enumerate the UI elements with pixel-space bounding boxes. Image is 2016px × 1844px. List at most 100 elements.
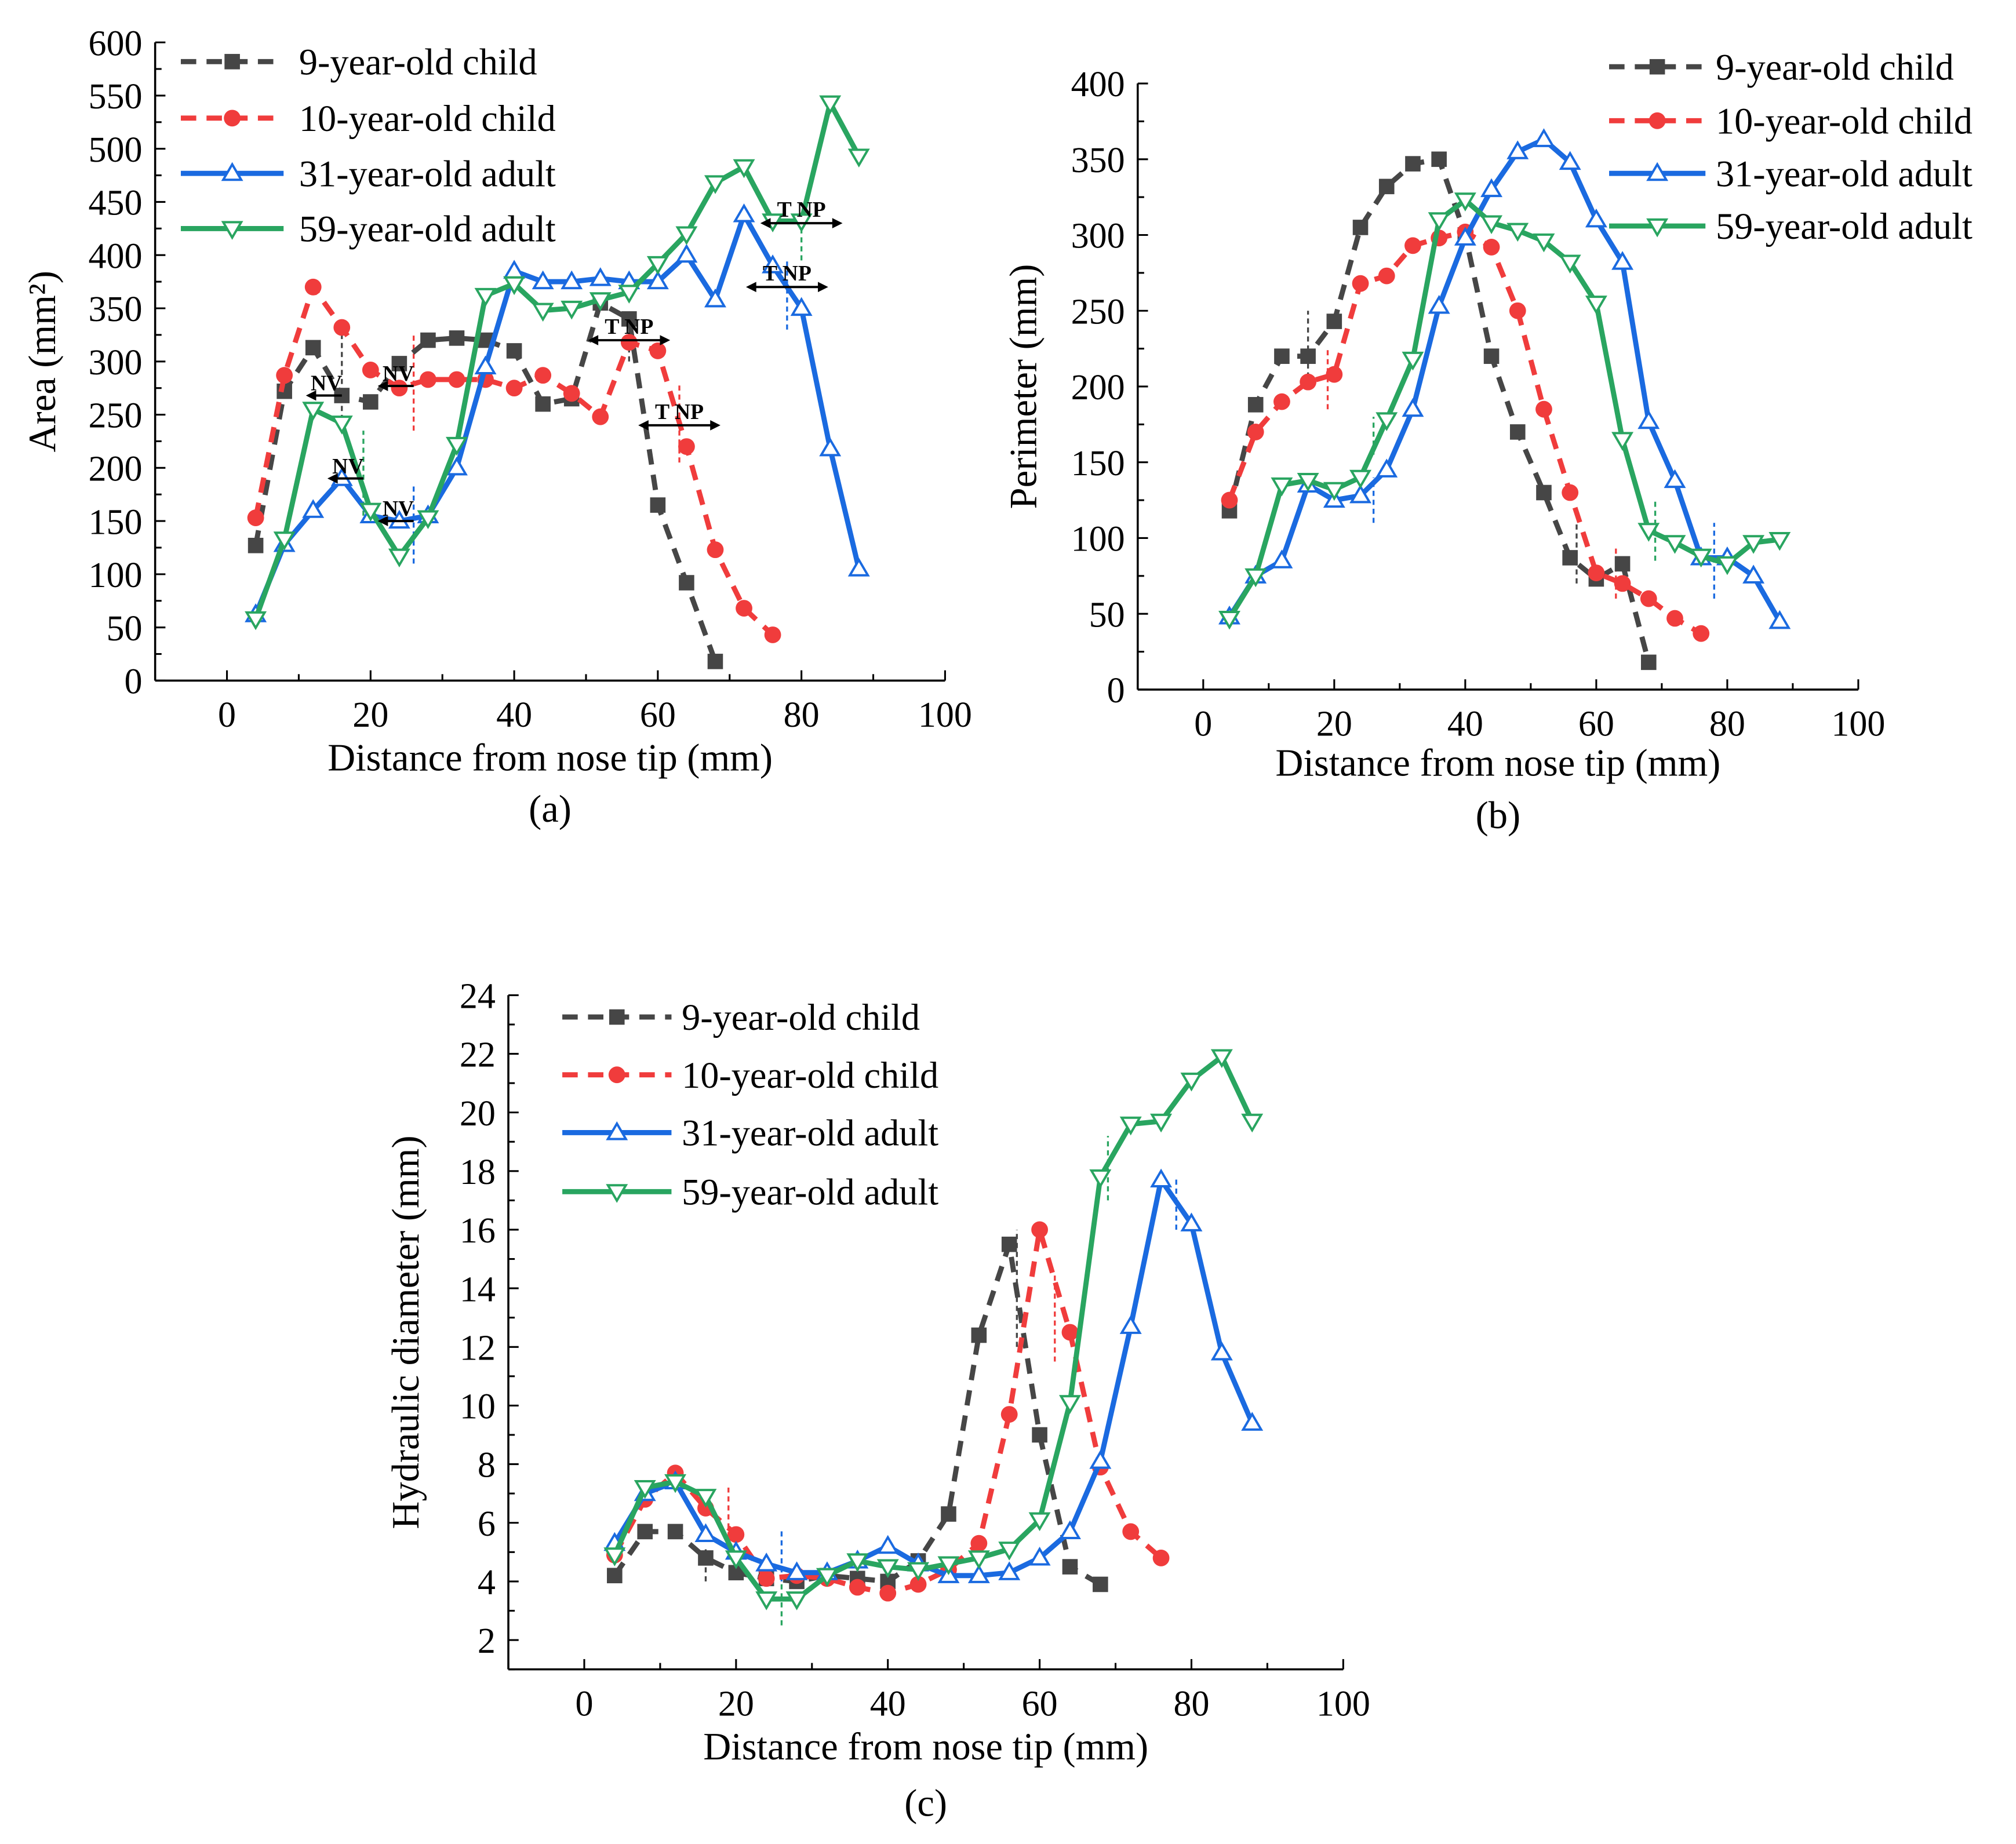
legend: 9-year-old child 10-year-old child 31-year… bbox=[562, 997, 938, 1212]
data-point bbox=[1690, 548, 1712, 568]
data-point bbox=[1614, 556, 1631, 572]
data-point bbox=[446, 436, 468, 456]
y-tick-label: 350 bbox=[88, 290, 142, 329]
y-tick-label: 8 bbox=[478, 1446, 496, 1485]
y-tick-label: 550 bbox=[88, 77, 142, 116]
data-point bbox=[762, 254, 784, 274]
annotation: NV bbox=[327, 454, 364, 484]
data-point bbox=[1150, 1113, 1173, 1133]
data-point bbox=[1326, 314, 1342, 329]
legend-marker bbox=[221, 162, 243, 181]
data-point bbox=[707, 654, 723, 669]
x-tick-label: 0 bbox=[218, 695, 236, 735]
data-point bbox=[1297, 473, 1319, 492]
data-point bbox=[1271, 477, 1293, 497]
data-point bbox=[1218, 610, 1241, 630]
data-point bbox=[1614, 575, 1631, 592]
data-point bbox=[646, 270, 669, 290]
data-point bbox=[1349, 469, 1372, 489]
subfigure-caption: (b) bbox=[1476, 795, 1521, 837]
data-point bbox=[1588, 564, 1605, 581]
y-tick-label: 450 bbox=[88, 184, 142, 223]
legend-label: 9-year-old child bbox=[1716, 46, 1954, 88]
legend-label: 9-year-old child bbox=[299, 42, 537, 83]
data-point bbox=[449, 330, 465, 346]
arrow-head bbox=[660, 335, 671, 345]
data-point bbox=[592, 408, 609, 425]
annotation-label: T NP bbox=[655, 400, 704, 424]
data-point bbox=[847, 148, 870, 167]
data-point bbox=[1666, 610, 1683, 627]
x-tick-label: 80 bbox=[1709, 705, 1745, 744]
data-point bbox=[1509, 424, 1526, 440]
data-point bbox=[1562, 550, 1578, 566]
series-line bbox=[1227, 137, 1782, 623]
y-tick-label: 100 bbox=[1071, 520, 1125, 559]
data-point bbox=[1210, 1341, 1233, 1361]
data-point bbox=[302, 402, 325, 421]
data-point bbox=[1483, 348, 1500, 364]
data-point bbox=[1241, 1412, 1264, 1431]
data-point bbox=[678, 438, 695, 455]
y-tick-label: 150 bbox=[88, 502, 142, 542]
annotation-label: NV bbox=[383, 362, 414, 386]
legend-item: 9-year-old child bbox=[180, 42, 537, 83]
data-point bbox=[1274, 348, 1290, 364]
data-point bbox=[1536, 484, 1552, 501]
data-point bbox=[704, 288, 726, 308]
legend-item: 9-year-old child bbox=[1609, 46, 1954, 88]
data-point bbox=[276, 367, 293, 384]
data-point bbox=[363, 394, 379, 410]
y-tick-label: 400 bbox=[1071, 65, 1125, 104]
data-point bbox=[1611, 432, 1634, 451]
legend-item: 31-year-old adult bbox=[562, 1113, 938, 1154]
chart-b: 0 20 40 60 80 100 0 50 100 150 200 250 300 350 400 Dist… bbox=[1003, 46, 1973, 837]
legend-label: 59-year-old adult bbox=[682, 1171, 938, 1212]
x-tick-label: 60 bbox=[1578, 705, 1614, 744]
x-tick-label: 40 bbox=[496, 695, 532, 735]
data-point bbox=[247, 509, 264, 526]
legend-marker bbox=[1646, 218, 1669, 238]
y-tick-label: 250 bbox=[88, 396, 142, 436]
data-point bbox=[679, 575, 694, 591]
data-point bbox=[1352, 275, 1369, 292]
data-point bbox=[1535, 400, 1552, 418]
series-3 bbox=[1218, 192, 1791, 630]
data-point bbox=[273, 531, 296, 551]
x-tick-label: 20 bbox=[1316, 705, 1352, 744]
data-point bbox=[589, 292, 612, 311]
data-point bbox=[1533, 233, 1555, 253]
y-tick-label: 50 bbox=[1089, 595, 1125, 635]
data-point bbox=[1375, 458, 1398, 478]
y-tick-label: 16 bbox=[460, 1211, 496, 1251]
arrow-head bbox=[710, 420, 720, 431]
data-point bbox=[967, 1550, 990, 1569]
x-axis-label: Distance from nose tip (mm) bbox=[1275, 742, 1720, 784]
data-point bbox=[1506, 223, 1529, 242]
data-point bbox=[1032, 1427, 1047, 1443]
data-point bbox=[1323, 482, 1345, 501]
series-line bbox=[612, 1054, 1255, 1602]
data-point bbox=[998, 1561, 1021, 1580]
data-point bbox=[725, 1550, 747, 1569]
data-point bbox=[785, 1591, 808, 1610]
data-point bbox=[388, 548, 410, 568]
legend: 9-year-old child 10-year-old child 31-year… bbox=[180, 42, 556, 250]
data-point bbox=[474, 355, 497, 375]
data-point bbox=[698, 1550, 714, 1566]
legend-marker bbox=[609, 1009, 625, 1025]
data-point bbox=[675, 243, 698, 263]
data-point bbox=[879, 1584, 897, 1602]
annotation: T NP bbox=[588, 315, 671, 345]
arrow-head bbox=[818, 282, 828, 293]
data-point bbox=[333, 319, 351, 336]
arrow-head bbox=[638, 420, 649, 431]
annotation-label: T NP bbox=[777, 198, 826, 222]
data-point bbox=[330, 416, 353, 435]
data-point bbox=[1378, 267, 1395, 285]
data-point bbox=[1454, 192, 1476, 212]
arrow-head bbox=[832, 218, 843, 229]
data-point bbox=[846, 1553, 869, 1572]
data-point bbox=[1559, 254, 1581, 274]
data-point bbox=[1637, 523, 1660, 542]
